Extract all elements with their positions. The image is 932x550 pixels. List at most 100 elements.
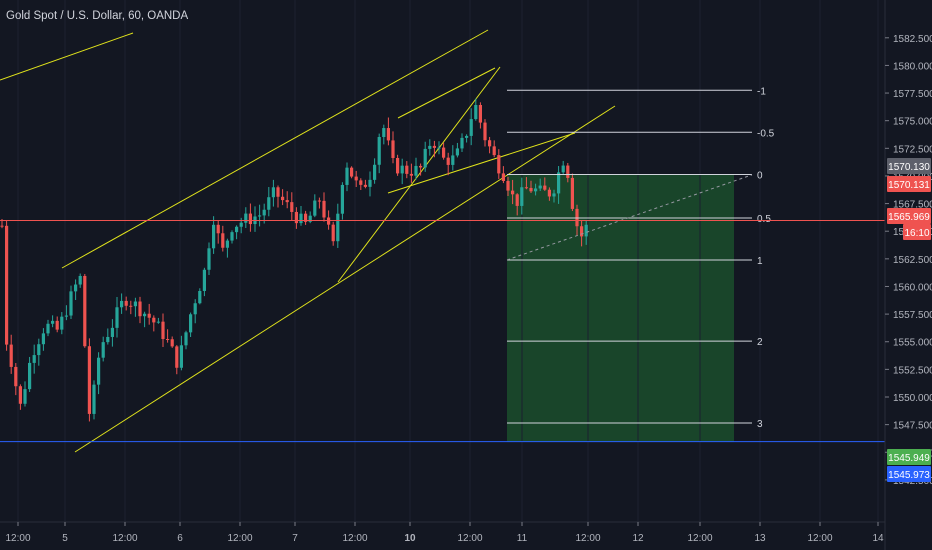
candle[interactable] bbox=[511, 179, 515, 205]
candle[interactable] bbox=[5, 220, 9, 351]
candle[interactable] bbox=[267, 187, 271, 217]
candle[interactable] bbox=[115, 296, 119, 338]
candle[interactable] bbox=[78, 273, 82, 288]
candle[interactable] bbox=[350, 166, 354, 179]
candle[interactable] bbox=[216, 220, 220, 244]
candle[interactable] bbox=[478, 102, 482, 129]
candle[interactable] bbox=[308, 211, 312, 224]
candle[interactable] bbox=[101, 336, 105, 362]
candle[interactable] bbox=[193, 299, 197, 324]
candle[interactable] bbox=[18, 384, 22, 410]
candle[interactable] bbox=[129, 300, 133, 315]
channel-trendline[interactable] bbox=[74, 105, 616, 453]
candle[interactable] bbox=[506, 176, 510, 197]
channel-trendline[interactable] bbox=[397, 67, 496, 119]
candle[interactable] bbox=[538, 178, 542, 192]
candle[interactable] bbox=[225, 238, 229, 258]
candle[interactable] bbox=[469, 108, 473, 146]
candle[interactable] bbox=[138, 296, 142, 324]
candle[interactable] bbox=[106, 328, 110, 345]
candle[interactable] bbox=[313, 194, 317, 218]
candle[interactable] bbox=[451, 145, 455, 171]
fib-level[interactable]: -1 bbox=[507, 86, 766, 97]
candle[interactable] bbox=[110, 319, 114, 347]
channel-trendline[interactable] bbox=[0, 32, 134, 81]
candle[interactable] bbox=[299, 206, 303, 226]
fib-level[interactable]: 1 bbox=[507, 256, 763, 267]
candle[interactable] bbox=[51, 315, 55, 328]
candle[interactable] bbox=[520, 177, 524, 215]
candle[interactable] bbox=[405, 161, 409, 179]
candle[interactable] bbox=[382, 124, 386, 145]
candle[interactable] bbox=[179, 335, 183, 371]
candle[interactable] bbox=[14, 362, 18, 396]
candle[interactable] bbox=[584, 220, 588, 245]
candle[interactable] bbox=[391, 131, 395, 164]
candle[interactable] bbox=[465, 134, 469, 143]
candle[interactable] bbox=[409, 163, 413, 183]
candle[interactable] bbox=[455, 142, 459, 158]
channel-trendline[interactable] bbox=[337, 66, 501, 283]
candle[interactable] bbox=[317, 197, 321, 209]
candle[interactable] bbox=[336, 203, 340, 248]
candle[interactable] bbox=[28, 356, 32, 392]
candle[interactable] bbox=[184, 330, 188, 350]
candle[interactable] bbox=[377, 133, 381, 174]
candle[interactable] bbox=[37, 338, 41, 366]
candle[interactable] bbox=[83, 273, 87, 348]
candle[interactable] bbox=[92, 380, 96, 420]
channel-trendline[interactable] bbox=[61, 29, 489, 269]
candle[interactable] bbox=[488, 136, 492, 154]
candle[interactable] bbox=[41, 328, 45, 351]
fib-level[interactable]: 3 bbox=[507, 419, 763, 430]
candle[interactable] bbox=[557, 166, 561, 204]
candle[interactable] bbox=[561, 160, 565, 175]
candle[interactable] bbox=[483, 119, 487, 147]
candle[interactable] bbox=[175, 345, 179, 375]
candle[interactable] bbox=[156, 317, 160, 324]
candle[interactable] bbox=[124, 296, 128, 311]
candle[interactable] bbox=[345, 162, 349, 192]
candle[interactable] bbox=[46, 319, 50, 337]
candle[interactable] bbox=[373, 158, 377, 184]
fib-level[interactable]: 0 bbox=[507, 171, 763, 182]
candle[interactable] bbox=[120, 293, 124, 314]
candle[interactable] bbox=[359, 178, 363, 190]
candle[interactable] bbox=[497, 149, 501, 180]
candle[interactable] bbox=[524, 177, 528, 190]
candle[interactable] bbox=[294, 207, 298, 229]
candle[interactable] bbox=[363, 179, 367, 189]
candle[interactable] bbox=[552, 189, 556, 203]
candle[interactable] bbox=[152, 315, 156, 332]
candle[interactable] bbox=[331, 221, 335, 246]
candle[interactable] bbox=[143, 311, 147, 328]
fib-level[interactable]: -0.5 bbox=[507, 128, 775, 139]
candle[interactable] bbox=[423, 141, 427, 172]
candle[interactable] bbox=[414, 157, 418, 180]
candle[interactable] bbox=[133, 297, 137, 317]
candle[interactable] bbox=[529, 180, 533, 194]
candle[interactable] bbox=[419, 163, 423, 176]
candle[interactable] bbox=[69, 285, 73, 319]
candle[interactable] bbox=[230, 230, 234, 244]
fib-level[interactable]: 0.5 bbox=[507, 214, 771, 225]
candle[interactable] bbox=[87, 338, 91, 422]
candle[interactable] bbox=[9, 334, 13, 374]
candle[interactable] bbox=[147, 303, 151, 325]
candle[interactable] bbox=[400, 158, 404, 185]
candle[interactable] bbox=[271, 179, 275, 207]
candle[interactable] bbox=[285, 191, 289, 209]
candle[interactable] bbox=[474, 98, 478, 121]
candle[interactable] bbox=[97, 352, 101, 395]
candle[interactable] bbox=[396, 154, 400, 176]
candle[interactable] bbox=[570, 173, 574, 212]
candle[interactable] bbox=[212, 216, 216, 254]
candle[interactable] bbox=[460, 133, 464, 153]
candle[interactable] bbox=[235, 225, 239, 240]
candle[interactable] bbox=[221, 225, 225, 252]
candle[interactable] bbox=[189, 312, 193, 337]
candle[interactable] bbox=[202, 267, 206, 297]
fib-level[interactable]: 2 bbox=[507, 337, 763, 348]
